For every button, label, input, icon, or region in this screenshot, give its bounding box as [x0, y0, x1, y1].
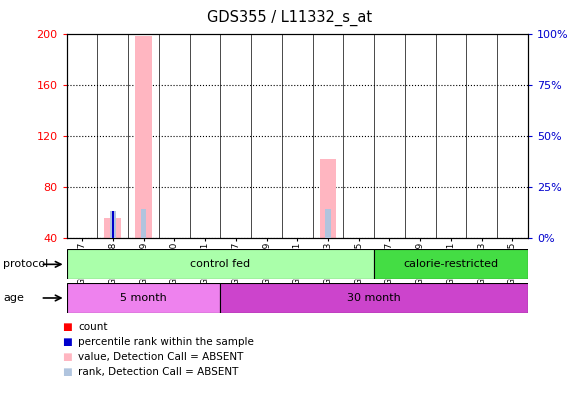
Text: value, Detection Call = ABSENT: value, Detection Call = ABSENT [78, 352, 244, 362]
Text: count: count [78, 322, 108, 332]
Text: ■: ■ [62, 367, 71, 377]
Bar [325, 209, 331, 238]
Text: control fed: control fed [190, 259, 251, 269]
Text: ■: ■ [62, 337, 71, 347]
Bar [374, 249, 528, 279]
Text: ■: ■ [62, 322, 71, 332]
Text: rank, Detection Call = ABSENT: rank, Detection Call = ABSENT [78, 367, 239, 377]
Bar [112, 211, 114, 238]
Text: GDS355 / L11332_s_at: GDS355 / L11332_s_at [208, 10, 372, 26]
Bar [67, 249, 374, 279]
Bar [141, 209, 146, 238]
Text: age: age [3, 293, 24, 303]
Text: protocol: protocol [3, 259, 48, 269]
Bar [110, 211, 115, 238]
Text: calorie-restricted: calorie-restricted [403, 259, 499, 269]
Bar [67, 283, 220, 313]
Text: 5 month: 5 month [120, 293, 167, 303]
Text: ■: ■ [62, 352, 71, 362]
Bar [220, 283, 528, 313]
Text: 30 month: 30 month [347, 293, 401, 303]
Bar [104, 219, 121, 238]
Text: percentile rank within the sample: percentile rank within the sample [78, 337, 254, 347]
Bar [111, 219, 114, 238]
Bar [135, 36, 152, 238]
Bar [320, 158, 336, 238]
